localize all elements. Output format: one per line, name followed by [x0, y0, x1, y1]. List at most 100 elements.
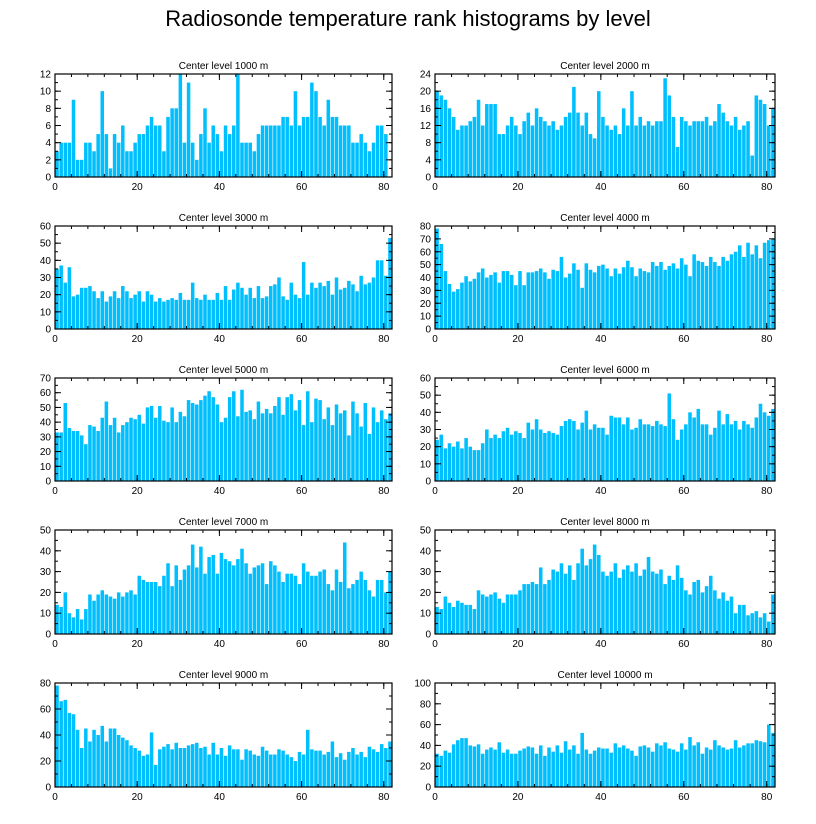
y-tick-label: 20: [420, 762, 432, 773]
bar: [129, 298, 133, 329]
bar: [215, 404, 220, 481]
bar: [572, 745, 576, 787]
bar: [642, 271, 647, 329]
bar: [67, 428, 72, 481]
bar: [67, 712, 72, 787]
y-tick-label: 30: [420, 286, 432, 297]
bar: [456, 600, 460, 634]
bar: [79, 435, 84, 481]
bar: [186, 299, 191, 329]
bar: [646, 424, 651, 481]
bar: [605, 125, 609, 177]
bar: [63, 699, 68, 787]
bar: [232, 565, 236, 634]
bar: [729, 596, 734, 634]
bar: [75, 609, 80, 634]
x-tick-label: 20: [512, 486, 524, 497]
bar: [675, 439, 680, 481]
bar: [153, 764, 158, 787]
bar: [269, 413, 273, 481]
bar: [153, 125, 158, 177]
bar: [141, 579, 146, 634]
bar: [742, 420, 746, 481]
bar: [485, 277, 489, 329]
bar: [621, 424, 626, 481]
bar: [112, 728, 117, 787]
bar: [100, 417, 105, 481]
bar: [543, 584, 547, 634]
bar: [514, 431, 518, 481]
bar: [642, 424, 647, 481]
bar: [240, 287, 244, 329]
bar: [384, 134, 388, 177]
bar: [334, 277, 339, 329]
bar: [125, 151, 129, 177]
bar: [514, 594, 518, 634]
bar: [79, 159, 84, 177]
bar: [443, 750, 448, 787]
bar: [121, 125, 125, 177]
bar: [464, 604, 468, 634]
bar: [684, 590, 688, 634]
x-tick-label: 80: [761, 639, 773, 650]
bar: [121, 286, 125, 329]
x-tick-label: 0: [52, 792, 58, 803]
bar: [248, 750, 252, 787]
bar: [472, 609, 477, 634]
bar: [634, 125, 638, 177]
bar: [704, 424, 709, 481]
y-tick-label: 40: [420, 273, 432, 284]
y-tick-label: 0: [425, 173, 431, 184]
bar: [211, 554, 215, 634]
y-tick-label: 0: [45, 325, 51, 336]
bar: [675, 268, 680, 329]
panel-title: Center level 10000 m: [557, 670, 652, 681]
bar: [281, 750, 285, 787]
bar: [363, 403, 368, 481]
bar: [530, 582, 535, 634]
panel-9: Center level 9000 m 0 20 40 60 80 0 20 40 60 80: [40, 670, 393, 803]
bar: [696, 121, 701, 177]
bar: [342, 125, 347, 177]
bar: [489, 747, 493, 787]
bar: [351, 401, 355, 481]
bar: [129, 745, 133, 787]
x-tick-label: 80: [378, 334, 390, 345]
bar: [688, 276, 692, 329]
bar: [277, 277, 281, 329]
bar: [605, 575, 609, 634]
bar: [301, 116, 306, 177]
bar: [182, 416, 187, 481]
bar: [630, 571, 634, 634]
bar: [338, 753, 343, 787]
bar: [708, 125, 713, 177]
bar: [538, 567, 543, 634]
bar: [141, 423, 146, 481]
y-tick-label: 8: [425, 138, 431, 149]
bar: [104, 594, 109, 634]
bar: [170, 749, 174, 787]
bar: [207, 299, 211, 329]
bar: [223, 417, 228, 481]
x-tick-label: 80: [761, 334, 773, 345]
bar: [655, 573, 659, 634]
bar: [96, 134, 100, 177]
bar: [663, 426, 667, 481]
bar: [305, 294, 310, 329]
x-tick-label: 20: [512, 182, 524, 193]
bar: [367, 590, 372, 634]
bar: [363, 757, 368, 787]
bar: [158, 586, 162, 634]
y-tick-label: 50: [420, 526, 432, 537]
bar: [219, 552, 224, 634]
bar: [650, 125, 655, 177]
y-tick-label: 50: [40, 403, 52, 414]
bar: [285, 397, 289, 481]
bar: [538, 745, 543, 787]
bar: [576, 563, 580, 634]
bar: [145, 407, 150, 481]
bar: [597, 554, 601, 634]
bar: [684, 121, 688, 177]
bar: [613, 563, 618, 634]
bar: [671, 579, 676, 634]
